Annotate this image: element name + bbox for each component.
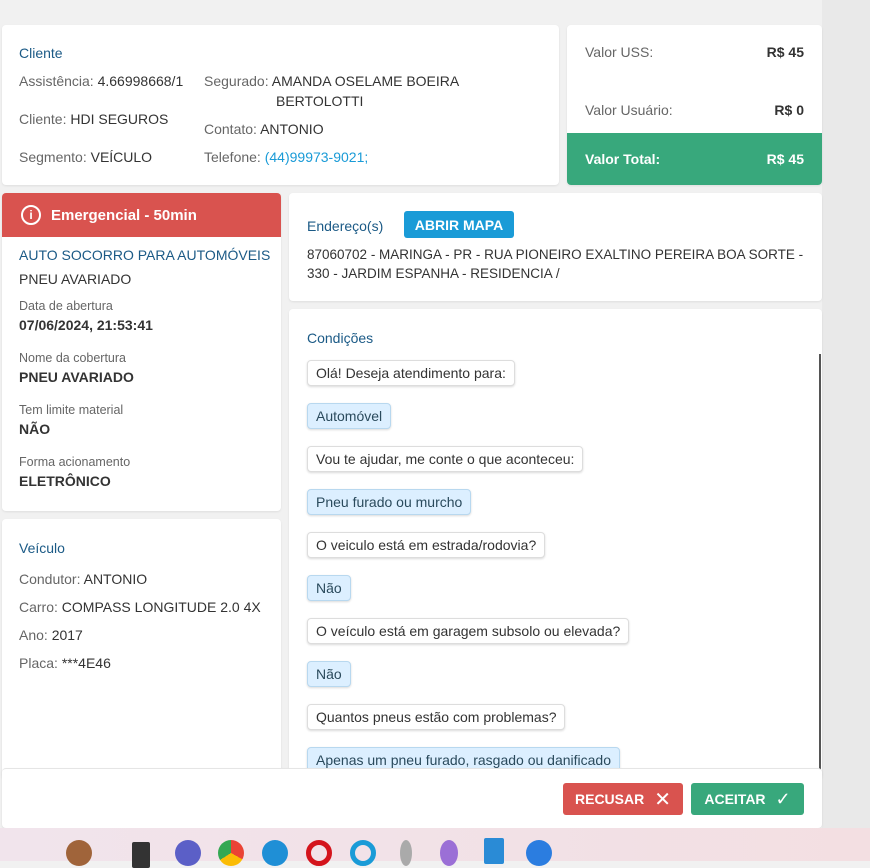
action-bar: RECUSAR ✕ ACEITAR ✓ <box>2 768 822 828</box>
answer-bubble: Não <box>307 575 351 601</box>
endereco-card: Endereço(s) ABRIR MAPA 87060702 - MARING… <box>289 193 822 301</box>
field-value: 07/06/2024, 21:53:41 <box>19 317 153 333</box>
chat-list[interactable]: Olá! Deseja atendimento para: Automóvel Vo… <box>307 360 807 779</box>
field-value: PNEU AVARIADO <box>19 369 134 385</box>
question-bubble: O veiculo está em estrada/rodovia? <box>307 532 546 558</box>
segmento-value: VEÍCULO <box>90 149 153 165</box>
scrollbar[interactable] <box>819 354 821 779</box>
abrir-mapa-button[interactable]: ABRIR MAPA <box>404 211 514 238</box>
check-icon: ✓ <box>775 788 791 809</box>
aceitar-button[interactable]: ACEITAR ✓ <box>691 783 804 815</box>
emergencial-badge: i Emergencial - 50min <box>2 193 281 237</box>
cliente-card: Cliente Assistência: 4.66998668/1 Client… <box>2 25 559 185</box>
servico-card: i Emergencial - 50min AUTO SOCORRO PARA … <box>2 193 281 511</box>
taskbar <box>0 828 870 868</box>
telefone-link[interactable]: (44)99973-9021; <box>264 149 369 165</box>
chrome-icon[interactable] <box>218 840 244 866</box>
answer-bubble: Automóvel <box>307 403 392 429</box>
edge-icon[interactable] <box>262 840 288 866</box>
question-bubble: Quantos pneus estão com problemas? <box>307 704 566 730</box>
valores-card: Valor USS: R$ 45 Valor Usuário: R$ 0 Val… <box>567 25 822 185</box>
field-value: ELETRÔNICO <box>19 473 111 489</box>
assistencia-value: 4.66998668/1 <box>97 73 184 89</box>
field-label: Forma acionamento <box>19 455 131 469</box>
teams-icon[interactable] <box>175 840 201 866</box>
contato-value: ANTONIO <box>260 121 324 137</box>
cliente-value: HDI SEGUROS <box>70 111 169 127</box>
condicoes-card: Condições Olá! Deseja atendimento para: A… <box>289 309 822 779</box>
field-label: Tem limite material <box>19 403 124 417</box>
phone-icon[interactable] <box>526 840 552 866</box>
app-icon[interactable] <box>132 842 150 868</box>
field-value: NÃO <box>19 421 51 437</box>
servico-title: AUTO SOCORRO PARA AUTOMÓVEIS <box>19 247 271 263</box>
valor-total-bar: Valor Total: R$ 45 <box>567 133 822 185</box>
app2-icon[interactable] <box>350 840 376 866</box>
field-label: Nome da cobertura <box>19 351 127 365</box>
opera-icon[interactable] <box>306 840 332 866</box>
valor-total: R$ 45 <box>766 151 804 167</box>
question-bubble: O veículo está em garagem subsolo ou ele… <box>307 618 630 644</box>
valor-usuario: R$ 0 <box>774 102 804 118</box>
segurado-value: AMANDA OSELAME BOEIRA <box>271 73 460 89</box>
question-bubble: Vou te ajudar, me conte o que aconteceu: <box>307 446 584 472</box>
notepad-icon[interactable] <box>484 838 504 864</box>
answer-bubble: Pneu furado ou murcho <box>307 489 472 515</box>
feather-icon[interactable] <box>440 840 458 866</box>
answer-bubble: Não <box>307 661 351 687</box>
cliente-title: Cliente <box>19 45 63 61</box>
close-icon: ✕ <box>654 788 671 811</box>
recusar-button[interactable]: RECUSAR ✕ <box>563 783 683 815</box>
microphone-icon[interactable] <box>400 840 412 866</box>
question-bubble: Olá! Deseja atendimento para: <box>307 360 515 386</box>
widget-icon[interactable] <box>66 840 92 866</box>
valor-uss: R$ 45 <box>766 44 804 60</box>
info-icon: i <box>21 205 41 225</box>
right-gutter <box>822 0 870 828</box>
veiculo-card: Veículo Condutor: ANTONIO Carro: COMPASS… <box>2 519 281 779</box>
field-label: Data de abertura <box>19 299 113 313</box>
